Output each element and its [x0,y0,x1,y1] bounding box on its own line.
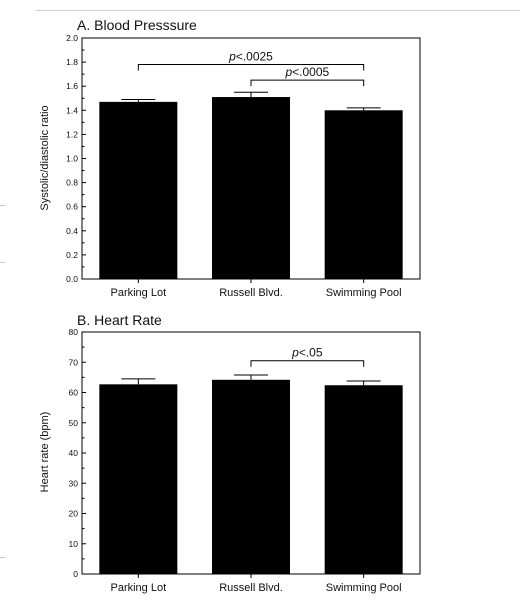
y-tick-label: 2.0 [66,33,78,43]
y-tick-label: 1.2 [66,129,78,139]
y-tick-label: 80 [69,327,79,337]
bar [324,110,403,279]
p-symbol: p [284,65,292,79]
y-axis-label: Heart rate (bpm) [39,412,51,493]
y-tick-label: 60 [69,388,79,398]
y-tick-label: 10 [69,539,79,549]
y-tick-label: 0 [73,569,78,579]
edge-mark [0,557,5,558]
y-tick-label: 0.6 [66,202,78,212]
panel-title: A. Blood Presssure [77,17,197,33]
bar [324,385,403,574]
bar [212,97,290,279]
y-tick-label: 0.0 [66,274,78,284]
bar [212,379,290,574]
y-tick-label: 0.8 [66,178,78,188]
x-tick-label: Parking Lot [111,287,167,299]
significance-bracket [250,79,365,87]
y-tick-label: 1.0 [66,154,78,164]
significance-bracket [250,360,365,367]
y-tick-label: 30 [69,478,79,488]
p-threshold: <.0005 [292,65,329,79]
y-tick-label: 70 [69,357,79,367]
bar [99,384,178,574]
x-tick-label: Russell Blvd. [219,287,283,299]
x-tick-label: Russell Blvd. [219,582,283,594]
edge-mark [0,262,5,263]
panel-heart-rate: B. Heart Rate Heart rate (bpm) 0 10 20 30 40… [39,312,421,594]
significance-label: p<.0005 [284,65,329,79]
bar [99,101,178,280]
y-tick-label: 1.4 [66,105,78,115]
y-tick-label: 0.2 [66,250,78,260]
significance-label: p<.05 [291,346,323,360]
edge-mark [0,205,5,206]
significance-bracket [137,64,365,71]
p-symbol: p [228,50,236,64]
significance-label: p<.0025 [228,50,273,64]
x-tick-label: Parking Lot [111,582,167,594]
x-tick-label: Swimming Pool [326,287,402,299]
top-divider [36,10,520,11]
y-axis-label: Systolic/diastolic ratio [39,105,51,210]
p-threshold: <.05 [299,346,323,360]
x-tick-label: Swimming Pool [326,582,402,594]
p-threshold: <.0025 [236,50,273,64]
y-tick-label: 40 [69,448,79,458]
p-symbol: p [291,346,299,360]
y-tick-label: 0.4 [66,226,78,236]
y-tick-label: 20 [69,509,79,519]
panel-title: B. Heart Rate [77,312,162,328]
panel-blood-pressure: A. Blood Presssure Systolic/diastolic ra… [39,17,421,299]
y-tick-label: 1.6 [66,81,78,91]
y-tick-label: 1.8 [66,57,78,67]
y-tick-label: 50 [69,418,79,428]
